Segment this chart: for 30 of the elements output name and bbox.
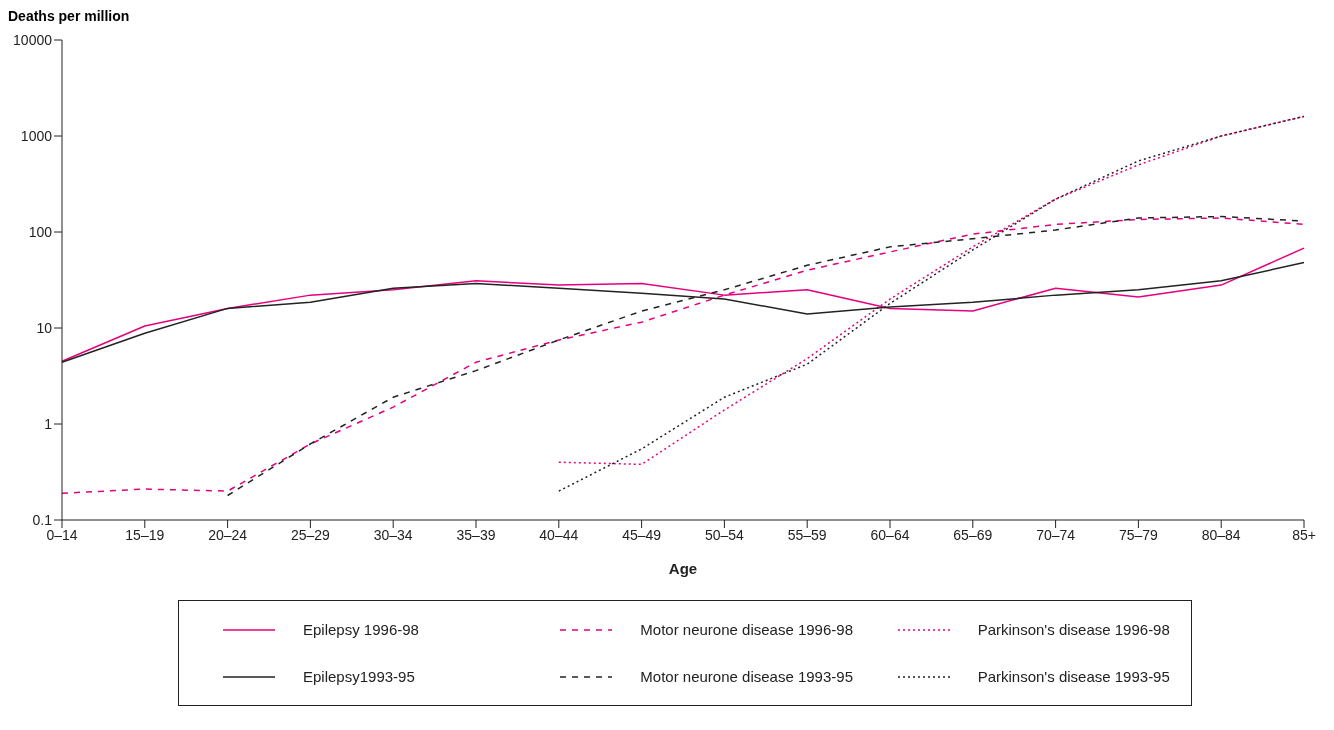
x-tick-label: 0–14 — [46, 526, 78, 543]
x-tick-label: 80–84 — [1201, 526, 1241, 543]
x-tick-label: 55–59 — [787, 526, 827, 543]
legend-label: Epilepsy1993-95 — [303, 668, 415, 685]
legend-label: Parkinson's disease 1996-98 — [977, 621, 1170, 638]
x-tick-label: 70–74 — [1036, 526, 1076, 543]
x-tick-label: 20–24 — [208, 526, 248, 543]
y-tick-label: 0.1 — [32, 511, 53, 528]
y-axis-title: Deaths per million — [8, 8, 131, 26]
x-tick-label: 75–79 — [1118, 526, 1159, 543]
x-tick-label: 15–19 — [125, 526, 165, 543]
y-tick-label: 1000 — [20, 127, 53, 144]
x-tick-label: 45–49 — [622, 526, 662, 543]
x-tick-label: 40–44 — [539, 526, 579, 543]
x-tick-label: 50–54 — [704, 526, 745, 543]
y-tick-label: 100 — [28, 223, 53, 240]
legend-label: Epilepsy 1996-98 — [303, 621, 419, 638]
x-tick-label: 35–39 — [456, 526, 496, 543]
x-tick-label: 65–69 — [953, 526, 993, 543]
x-tick-label: 25–29 — [290, 526, 331, 543]
y-tick-label: 10 — [36, 319, 53, 336]
x-tick-label: 85+ — [1292, 526, 1316, 543]
legend-label: Motor neurone disease 1996-98 — [640, 621, 853, 638]
x-tick-label: 60–64 — [870, 526, 910, 543]
x-axis-title: Age — [668, 560, 698, 577]
y-tick-label: 10000 — [13, 31, 53, 48]
legend-label: Motor neurone disease 1993-95 — [640, 668, 853, 685]
x-tick-label: 30–34 — [373, 526, 413, 543]
legend-label: Parkinson's disease 1993-95 — [977, 668, 1170, 685]
y-tick-label: 1 — [44, 415, 53, 432]
